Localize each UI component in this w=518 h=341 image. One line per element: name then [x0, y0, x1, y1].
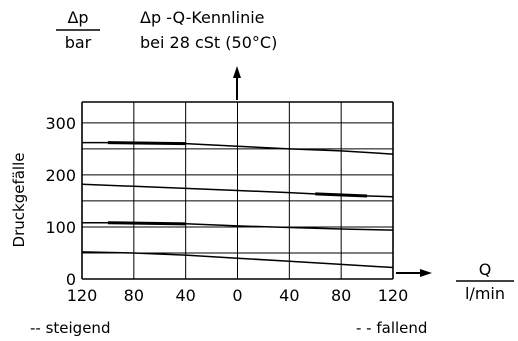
y-axis-arrow-head	[233, 66, 241, 78]
y-axis-label: Druckgefälle	[10, 153, 28, 248]
chart-title-line2: bei 28 cSt (50°C)	[140, 33, 277, 52]
y-tick-label: 100	[45, 218, 76, 237]
legend-steigend: -- steigend	[30, 319, 110, 337]
legend-fallend: - - fallend	[356, 319, 427, 337]
x-tick-label: 80	[124, 286, 144, 305]
x-tick-label: 120	[67, 286, 98, 305]
x-tick-label: 120	[378, 286, 409, 305]
x-tick-label: 40	[279, 286, 299, 305]
x-unit-denominator: l/min	[465, 284, 505, 303]
x-axis-arrow-head	[420, 269, 432, 277]
x-unit-numerator: Q	[479, 260, 492, 279]
series-line-1	[82, 141, 394, 155]
x-tick-labels: 120 80 40 0 40 80 120	[67, 286, 409, 305]
chart-title-line1: Δp -Q-Kennlinie	[140, 8, 265, 27]
grid	[81, 101, 394, 280]
y-tick-labels: 0 100 200 300	[45, 114, 76, 289]
series-emphasis-1	[107, 141, 186, 146]
series-emphasis-fallend	[315, 192, 368, 198]
y-unit-numerator: Δp	[67, 8, 88, 27]
y-tick-label: 200	[45, 166, 76, 185]
y-unit-denominator: bar	[65, 33, 92, 52]
y-tick-label: 300	[45, 114, 76, 133]
series-group	[81, 141, 394, 269]
x-tick-label: 0	[232, 286, 242, 305]
x-tick-label: 80	[331, 286, 351, 305]
series-line-4	[81, 251, 394, 269]
series-emphasis-3	[107, 221, 186, 226]
y-tick-label: 0	[66, 270, 76, 289]
x-tick-label: 40	[175, 286, 195, 305]
